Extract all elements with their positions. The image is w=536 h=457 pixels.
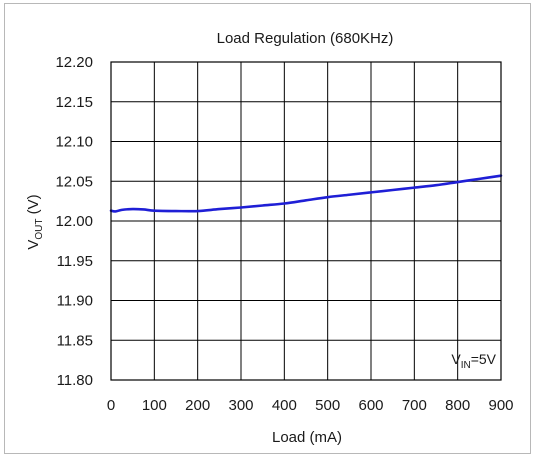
y-tick-label: 12.20 (55, 54, 93, 71)
y-axis-label-main: V (25, 240, 42, 250)
y-tick-label: 11.95 (57, 253, 93, 270)
y-tick-label: 11.85 (57, 332, 93, 349)
x-tick-label: 300 (228, 397, 253, 414)
y-tick-labels: 11.80 11.85 11.90 11.95 12.00 12.05 12.10 12.15… (55, 54, 93, 389)
plot-area (110, 61, 502, 381)
x-tick-labels: 0 100 200 300 400 500 600 700 800 900 (107, 397, 514, 414)
series-layer (109, 174, 503, 213)
vin-annotation-sub: IN (461, 360, 471, 371)
vin-annotation-rest: =5V (471, 351, 497, 367)
y-tick-label: 12.15 (55, 94, 93, 111)
x-tick-label: 400 (272, 397, 297, 414)
y-axis-label-unit: (V) (25, 194, 42, 218)
grid (110, 61, 502, 381)
y-tick-label: 11.80 (57, 372, 93, 389)
x-tick-label: 700 (402, 397, 427, 414)
y-axis-label-sub: OUT (34, 219, 45, 240)
x-tick-label: 500 (315, 397, 340, 414)
x-tick-label: 0 (107, 397, 115, 414)
x-tick-label: 900 (488, 397, 513, 414)
chart-title: Load Regulation (680KHz) (217, 30, 394, 47)
series-line (109, 174, 503, 213)
x-tick-label: 200 (185, 397, 210, 414)
chart-frame (4, 3, 531, 454)
vin-annotation-main: V (451, 351, 461, 367)
x-tick-label: 600 (358, 397, 383, 414)
vin-annotation: VIN=5V (451, 351, 496, 371)
x-tick-label: 100 (142, 397, 167, 414)
x-tick-label: 800 (445, 397, 470, 414)
y-tick-label: 11.90 (57, 293, 93, 310)
y-axis-label: VOUT (V) (25, 194, 45, 249)
y-tick-label: 12.00 (55, 213, 93, 230)
y-tick-label: 12.05 (55, 173, 93, 190)
y-tick-label: 12.10 (55, 134, 93, 151)
x-axis-label: Load (mA) (272, 429, 342, 446)
